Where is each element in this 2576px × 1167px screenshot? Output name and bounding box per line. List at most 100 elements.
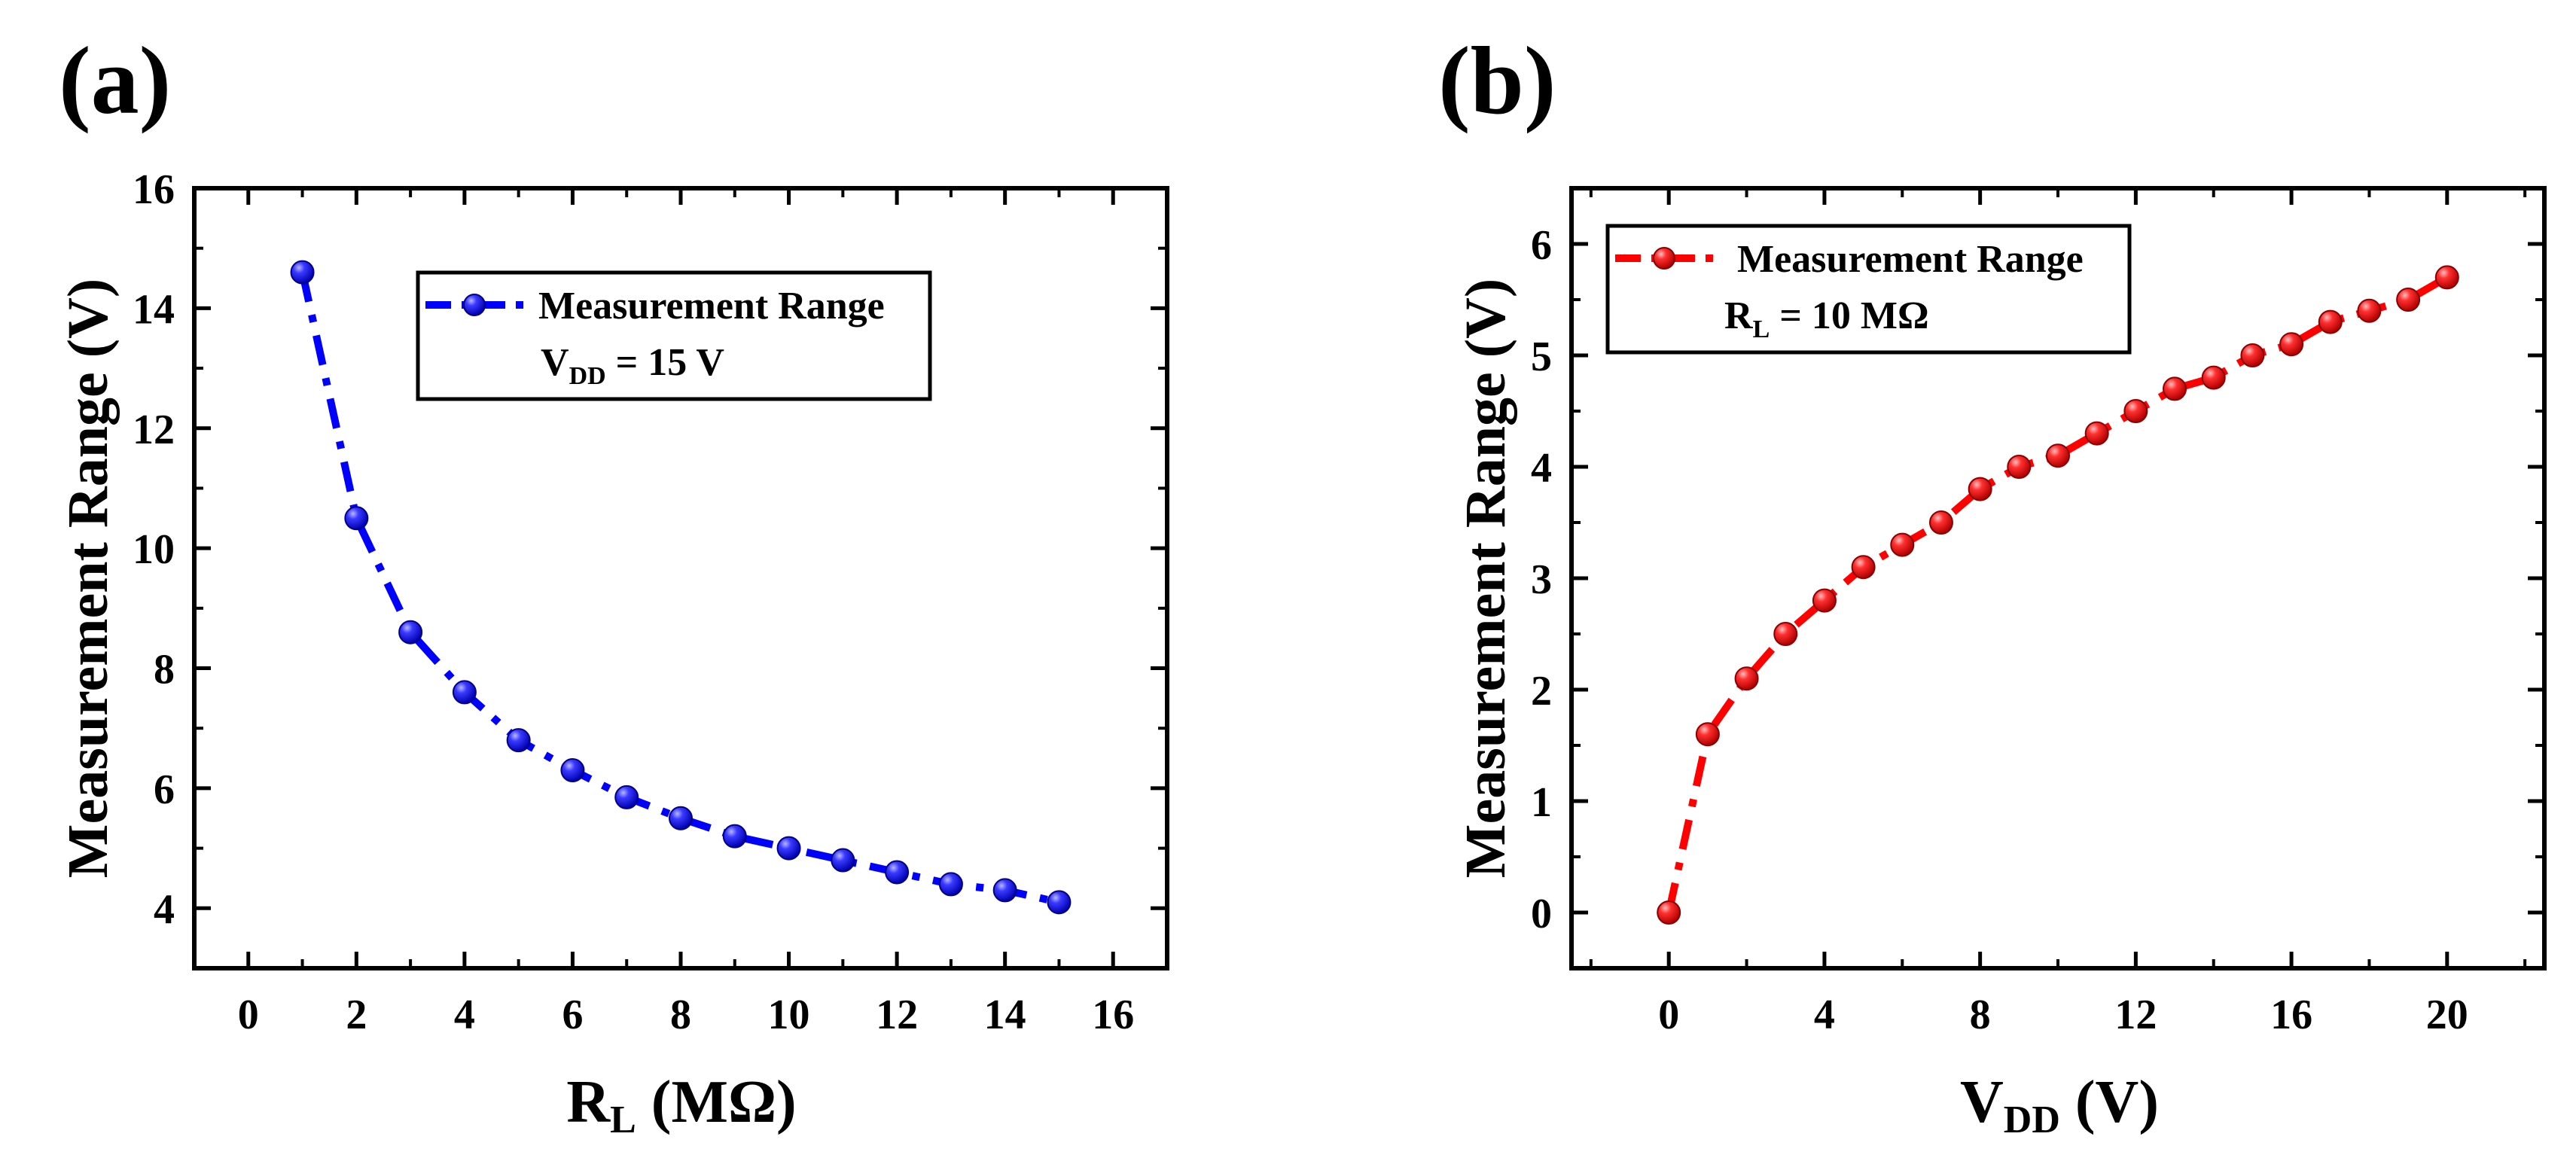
x-tick-label: 14	[984, 992, 1026, 1038]
x-tick-label: 0	[1658, 992, 1679, 1038]
panel-b-legend-marker	[1653, 247, 1675, 270]
panel-a-series-line	[298, 271, 1060, 906]
panel-b-cond-main: R	[1724, 294, 1754, 337]
panel-b-ticks	[1572, 187, 2544, 970]
y-tick-label: 2	[1531, 668, 1552, 715]
panel-b-cond-rest: = 10 MΩ	[1770, 294, 1928, 337]
data-point	[1890, 532, 1915, 557]
data-point	[1928, 510, 1953, 535]
x-tick-label: 6	[562, 992, 583, 1038]
panel-b-xlabel-unit: (V)	[2060, 1069, 2159, 1135]
panel-a-x-axis-label: RL (MΩ)	[566, 1069, 796, 1141]
panel-b-points	[1657, 265, 2459, 925]
panel-b-legend: Measurement Range RL = 10 MΩ	[1605, 224, 2132, 355]
panel-b-xlabel-sub: DD	[2004, 1098, 2060, 1141]
data-point	[1047, 890, 1072, 915]
y-tick-label: 5	[1531, 334, 1552, 380]
panel-a-legend-condition: VDD = 15 V	[541, 341, 724, 390]
x-tick-label: 0	[238, 992, 259, 1038]
panel-a-legend: Measurement Range VDD = 15 V	[416, 270, 932, 401]
y-tick-label: 4	[154, 886, 175, 933]
data-point	[669, 806, 693, 830]
panel-b-x-axis-label: VDD (V)	[1960, 1069, 2159, 1141]
y-tick-label: 3	[1531, 556, 1552, 603]
panel-b-legend-box	[1605, 224, 2132, 355]
y-tick-label: 8	[154, 647, 175, 693]
data-point	[2318, 309, 2343, 334]
y-tick-label: 4	[1531, 445, 1552, 492]
panel-a-plot	[290, 260, 1072, 915]
data-point	[344, 506, 369, 531]
data-point	[2396, 288, 2421, 312]
x-tick-label: 2	[346, 992, 367, 1038]
panel-a: (a) 0 2 4 6 8 10 12 14 16 4 6 8 10 12 14 16 Measuremen…	[56, 27, 1169, 1141]
data-point	[398, 620, 423, 644]
data-point	[2007, 455, 2032, 479]
data-point	[938, 872, 963, 897]
y-tick-label: 10	[133, 526, 175, 573]
panel-a-label: (a)	[59, 27, 171, 134]
panel-a-cond-sub: DD	[569, 362, 606, 390]
y-tick-label: 16	[133, 166, 175, 213]
data-point	[776, 836, 801, 861]
panel-a-ticks	[193, 186, 1169, 970]
x-tick-label: 16	[2270, 992, 2312, 1038]
panel-b-y-tick-labels: 0 1 2 3 4 5 6	[1531, 222, 1552, 937]
data-point	[506, 728, 531, 753]
x-tick-label: 8	[670, 992, 691, 1038]
data-point	[992, 878, 1017, 903]
panel-a-points	[290, 260, 1072, 915]
data-point	[2279, 332, 2304, 357]
x-tick-label: 12	[2114, 992, 2157, 1038]
data-point	[1695, 722, 1720, 747]
y-tick-label: 0	[1531, 891, 1552, 937]
panel-b-series-line	[1665, 274, 2449, 914]
data-point	[290, 260, 315, 285]
panel-a-xlabel-main: R	[566, 1069, 611, 1135]
data-point	[1812, 588, 1837, 613]
data-point	[2123, 399, 2148, 423]
panel-a-cond-main: V	[541, 341, 569, 384]
y-tick-label: 12	[133, 407, 175, 453]
panel-a-y-axis-label: Measurement Range (V)	[56, 279, 120, 878]
y-tick-label: 6	[154, 766, 175, 813]
panel-a-y-tick-labels: 4 6 8 10 12 14 16	[133, 166, 175, 933]
x-tick-label: 20	[2426, 992, 2468, 1038]
data-point	[2357, 298, 2382, 323]
panel-b-legend-entry: Measurement Range	[1737, 238, 2084, 281]
data-point	[2084, 421, 2109, 446]
x-tick-label: 4	[454, 992, 475, 1038]
data-point	[1968, 477, 1992, 501]
panel-a-xlabel-sub: L	[610, 1098, 636, 1141]
panel-a-legend-entry: Measurement Range	[538, 285, 885, 328]
panel-a-legend-box	[416, 270, 932, 401]
x-tick-label: 12	[876, 992, 918, 1038]
data-point	[2240, 343, 2265, 367]
panel-a-xlabel-unit: (MΩ)	[636, 1069, 797, 1135]
x-tick-label: 16	[1092, 992, 1134, 1038]
x-tick-label: 10	[768, 992, 810, 1038]
panel-a-x-tick-labels: 0 2 4 6 8 10 12 14 16	[238, 992, 1134, 1038]
panel-b-cond-sub: L	[1753, 315, 1770, 343]
data-point	[2046, 443, 2070, 468]
y-tick-label: 6	[1531, 222, 1552, 269]
panel-b-y-axis-label: Measurement Range (V)	[1454, 279, 1517, 878]
data-point	[722, 824, 747, 849]
data-point	[1851, 555, 1876, 580]
y-tick-label: 1	[1531, 779, 1552, 826]
x-tick-label: 8	[1970, 992, 1991, 1038]
data-point	[614, 785, 639, 809]
panel-b-x-tick-labels: 0 4 8 12 16 20	[1658, 992, 2468, 1038]
data-point	[560, 758, 585, 783]
panel-b-xlabel-main: V	[1960, 1069, 2004, 1135]
panel-a-cond-rest: = 15 V	[606, 341, 724, 384]
data-point	[2434, 265, 2459, 290]
data-point	[1657, 900, 1681, 925]
panel-a-legend-marker	[463, 294, 486, 316]
x-tick-label: 4	[1814, 992, 1835, 1038]
data-point	[452, 680, 477, 705]
y-tick-label: 14	[133, 286, 175, 333]
panel-b-label: (b)	[1438, 27, 1556, 134]
